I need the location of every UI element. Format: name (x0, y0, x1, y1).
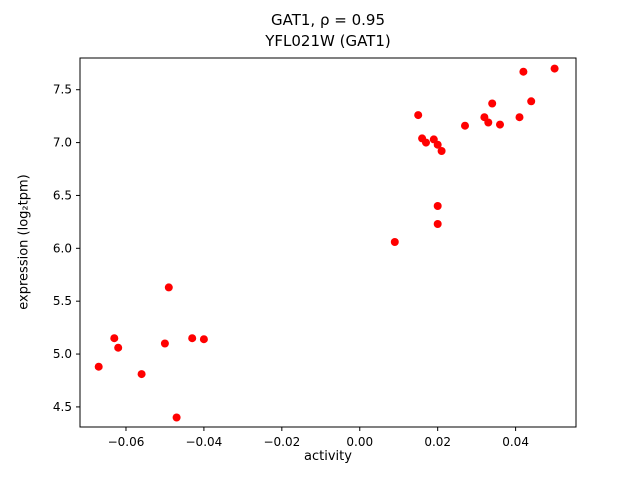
y-tick-label: 4.5 (53, 400, 72, 414)
chart-subtitle: YFL021W (GAT1) (265, 32, 391, 50)
y-tick-label: 5.0 (53, 347, 72, 361)
data-point (527, 97, 536, 106)
data-point (433, 140, 442, 149)
x-tick-label: 0.00 (346, 435, 373, 449)
y-tick-label: 6.5 (53, 188, 72, 202)
data-point (488, 99, 497, 108)
data-point (484, 118, 493, 127)
chart-title: GAT1, ρ = 0.95 (271, 11, 385, 29)
data-point (94, 362, 103, 371)
y-tick-label: 7.5 (53, 83, 72, 97)
y-tick-label: 6.0 (53, 241, 72, 255)
data-point (433, 202, 442, 210)
data-point (114, 343, 123, 352)
data-point (433, 220, 442, 228)
x-tick-label: −0.06 (108, 435, 145, 449)
data-point (550, 64, 559, 73)
data-point (496, 120, 504, 129)
axes-border (79, 57, 577, 428)
data-point (519, 67, 528, 76)
data-point (437, 147, 446, 155)
y-tick-label: 7.0 (53, 136, 72, 150)
data-point (461, 121, 469, 130)
data-point (515, 113, 524, 122)
data-point (160, 339, 169, 348)
data-point (414, 111, 423, 120)
data-point (137, 370, 146, 379)
data-point (110, 334, 119, 343)
x-tick-label: 0.02 (424, 435, 451, 449)
x-tick-label: 0.04 (502, 435, 529, 449)
y-tick-label: 5.5 (53, 294, 72, 308)
data-point (390, 238, 399, 246)
data-point (199, 335, 208, 344)
data-point (164, 283, 173, 292)
data-point (422, 138, 430, 147)
x-tick-label: −0.02 (263, 435, 300, 449)
data-point (172, 413, 181, 422)
x-tick-label: −0.04 (186, 435, 223, 449)
data-point (188, 334, 197, 343)
x-axis-label: activity (304, 449, 352, 464)
